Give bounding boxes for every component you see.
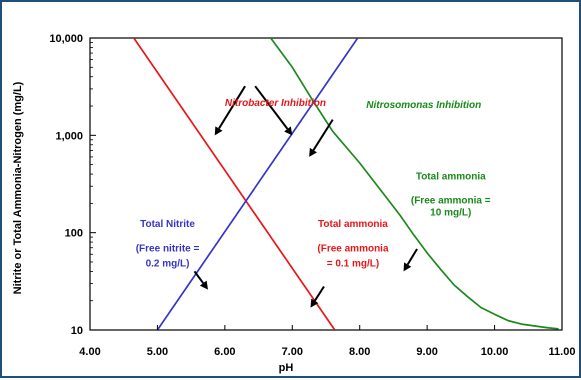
y-tick-label: 10	[71, 325, 83, 337]
x-tick-label: 7.00	[282, 346, 303, 358]
arrow-head	[310, 298, 319, 308]
series-line-0	[133, 38, 336, 330]
arrow-shaft	[254, 85, 289, 130]
annotation-label: (Free nitrite =	[136, 244, 200, 255]
arrow-shaft	[193, 270, 205, 284]
plot-border	[89, 37, 563, 331]
x-tick-label: 4.00	[79, 346, 100, 358]
x-tick-label: 8.00	[349, 346, 370, 358]
arrow-head	[214, 126, 223, 136]
arrow-head	[199, 280, 208, 290]
arrow-head	[309, 147, 317, 157]
axes-layer: 4.00 5.00 6.00 7.00 8.00 9.00 10.00 11.00 10 100 1…	[12, 33, 575, 374]
arrow-head	[284, 126, 293, 136]
y-axis-label: Nitrite or Total Ammonia-Nitrogen (mg/L)	[12, 81, 24, 294]
arrow-3	[403, 248, 418, 272]
x-tick-label: 9.00	[416, 346, 437, 358]
arrow-shaft	[313, 285, 325, 302]
y-tick-label: 100	[65, 228, 83, 240]
arrows-layer	[193, 85, 418, 308]
arrow-shaft	[218, 85, 246, 130]
annotation-label: Nitrobacter Inhibition	[225, 98, 326, 109]
annotations-layer: Nitrobacter Inhibition Nitrosomonas Inhib…	[136, 98, 491, 269]
series-line-1	[156, 38, 359, 330]
series-line-2	[270, 38, 559, 330]
arrow-1	[254, 85, 293, 136]
series-layer	[133, 38, 559, 330]
annotation-label: 0.2 mg/L)	[146, 258, 190, 269]
annotation-label: (Free ammonia =	[411, 195, 491, 206]
x-axis-label: pH	[279, 362, 294, 374]
x-tick-label: 6.00	[214, 346, 235, 358]
arrow-4	[193, 270, 208, 290]
annotation-label: = 0.1 mg/L)	[327, 258, 380, 269]
x-tick-label: 5.00	[147, 346, 168, 358]
annotation-label: Total ammonia	[318, 219, 388, 230]
annotation-label: 10 mg/L)	[430, 208, 471, 219]
arrow-shaft	[312, 119, 334, 151]
annotation-label: Total Nitrite	[140, 219, 195, 230]
y-tick-label: 10,000	[49, 33, 83, 45]
arrow-5	[310, 285, 325, 308]
y-tick-label: 1,000	[55, 130, 83, 142]
arrow-0	[214, 85, 246, 136]
arrow-head	[403, 262, 412, 272]
plot-area	[89, 37, 563, 331]
annotation-label: Nitrosomonas Inhibition	[366, 100, 481, 111]
arrow-2	[309, 119, 334, 157]
annotation-label: Total ammonia	[416, 172, 486, 183]
x-tick-label: 10.00	[481, 346, 509, 358]
arrow-shaft	[406, 248, 418, 266]
annotation-label: (Free ammonia	[317, 244, 389, 255]
x-tick-label: 11.00	[549, 346, 576, 358]
